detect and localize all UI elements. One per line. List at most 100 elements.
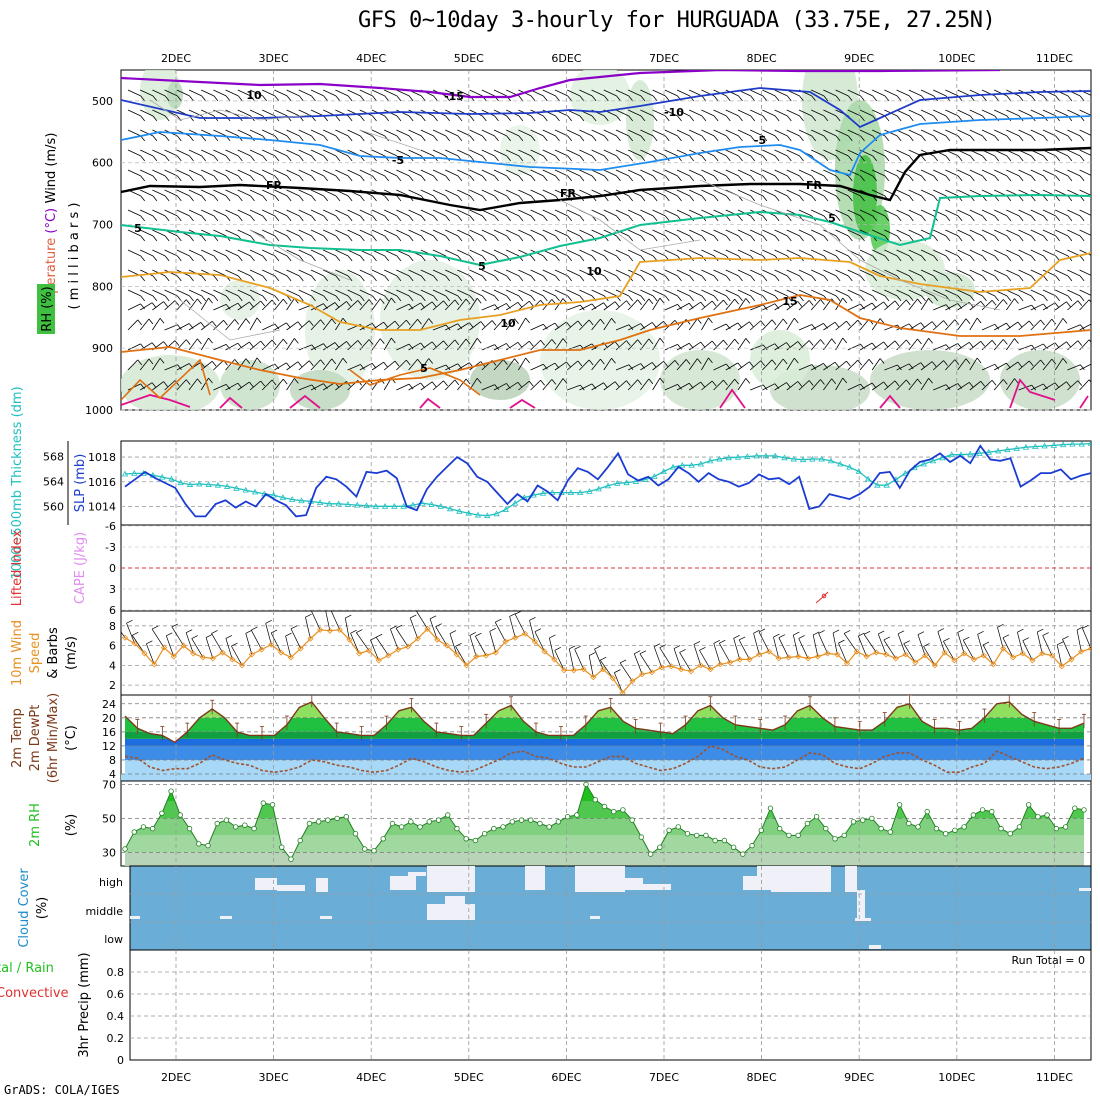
rh-shade-blob [750, 330, 810, 390]
wind-barb-flag [693, 641, 701, 645]
upper-barb-flag [1092, 256, 1096, 261]
upper-barb [981, 269, 995, 277]
rh2m-marker [564, 814, 571, 820]
upper-barb-flag [525, 357, 530, 364]
upper-barb [762, 169, 776, 177]
upper-barb-flag [738, 215, 743, 222]
upper-barb-flag [469, 195, 475, 202]
rh2m-marker [122, 846, 128, 852]
upper-barb [213, 383, 227, 391]
upper-barb [298, 289, 312, 297]
precip-tick: 0 [117, 1054, 124, 1067]
upper-barb [371, 361, 384, 371]
upper-barb [640, 249, 654, 257]
upper-barb [506, 289, 520, 297]
thickness-marker [279, 494, 287, 501]
upper-barb [981, 249, 995, 257]
upper-barb-flag [640, 135, 646, 142]
upper-barb [139, 342, 153, 351]
rh2m-marker [149, 825, 156, 832]
wind-barb [534, 631, 545, 652]
upper-barb [774, 289, 788, 297]
rh-shade-blob [305, 270, 375, 390]
upper-barb-flag [225, 95, 231, 102]
upper-barb-flag [225, 384, 231, 390]
upper-barb [884, 89, 898, 97]
upper-barb-flag [725, 275, 731, 282]
t2m-tick: 4 [109, 768, 116, 781]
rh2m-marker [795, 832, 801, 839]
upper-barb-flag [982, 175, 987, 182]
upper-barb [457, 249, 471, 257]
upper-barb [713, 249, 727, 257]
upper-barb-flag [213, 235, 219, 242]
upper-barb-flag [148, 318, 154, 325]
pressure-ylabel: ( m i l l i b a r s ) [67, 203, 82, 310]
upper-barb-flag [454, 379, 460, 386]
upper-barb-flag [334, 302, 340, 308]
upper-barb-flag [894, 300, 900, 307]
upper-barb-flag [518, 175, 524, 182]
thickness-marker [242, 486, 249, 493]
upper-barb-flag [811, 324, 817, 330]
rh2m-marker [786, 832, 792, 839]
upper-barb [213, 289, 227, 297]
upper-barb [347, 89, 361, 97]
upper-barb-flag [208, 297, 213, 304]
li-ylabel: Lifted Index [10, 529, 25, 606]
upper-barb-flag [1030, 275, 1036, 282]
upper-barb [884, 149, 898, 157]
upper-barb-flag [738, 275, 743, 282]
upper-barb [981, 363, 995, 371]
upper-barb [676, 359, 687, 371]
upper-barb [945, 229, 959, 237]
upper-barb [835, 209, 849, 217]
wind-barb-flag [270, 629, 278, 634]
upper-barb [676, 189, 690, 197]
upper-barb [286, 209, 300, 217]
upper-barb-flag [542, 215, 548, 222]
wind-barb-flag [977, 631, 984, 635]
upper-barb [457, 149, 471, 157]
upper-barb-flag [372, 135, 377, 142]
upper-barb [347, 289, 361, 297]
upper-barb-flag [713, 155, 719, 162]
upper-barb-flag [847, 195, 853, 202]
cloud-clear-patch [743, 876, 757, 890]
rh2m-ylabel-unit: (%) [64, 814, 79, 837]
rh2m-marker [297, 837, 303, 844]
upper-barb-flag [957, 295, 963, 302]
thickness-marker [1087, 441, 1091, 446]
upper-barb [872, 209, 886, 217]
upper-barb [762, 359, 773, 371]
upper-barb-flag [494, 215, 499, 222]
upper-barb-flag [577, 360, 583, 367]
upper-barb-flag [408, 295, 414, 302]
upper-barb [140, 289, 154, 297]
upper-barb [823, 169, 837, 177]
upper-barb [1079, 299, 1090, 311]
upper-barb [518, 300, 530, 311]
upper-barb-flag [725, 95, 731, 102]
precip-ylabel: 3hr Precip (mm) [77, 952, 92, 1057]
upper-barb-flag [725, 155, 731, 162]
thickness-marker [186, 481, 194, 487]
wind-barb-flag [549, 634, 556, 639]
upper-barb [493, 129, 507, 137]
wind-barb [699, 650, 711, 670]
upper-barb [249, 249, 263, 257]
upper-barb-flag [1006, 175, 1012, 182]
upper-barb [823, 109, 837, 117]
wind-marker [248, 651, 255, 658]
upper-barb-flag [408, 135, 414, 142]
wind-marker [726, 659, 734, 666]
upper-barb [603, 249, 617, 257]
upper-barb-flag [1018, 215, 1024, 222]
upper-barb-flag [457, 295, 463, 302]
chart-title: GFS 0~10day 3-hourly for HURGUADA (33.75… [358, 8, 996, 33]
upper-barb-flag [701, 175, 707, 182]
upper-barb-flag [335, 115, 341, 122]
wind10-ylabel-barbs: & Barbs [46, 627, 61, 679]
wind10-barbs [121, 611, 1091, 694]
upper-barb-flag [555, 235, 560, 242]
